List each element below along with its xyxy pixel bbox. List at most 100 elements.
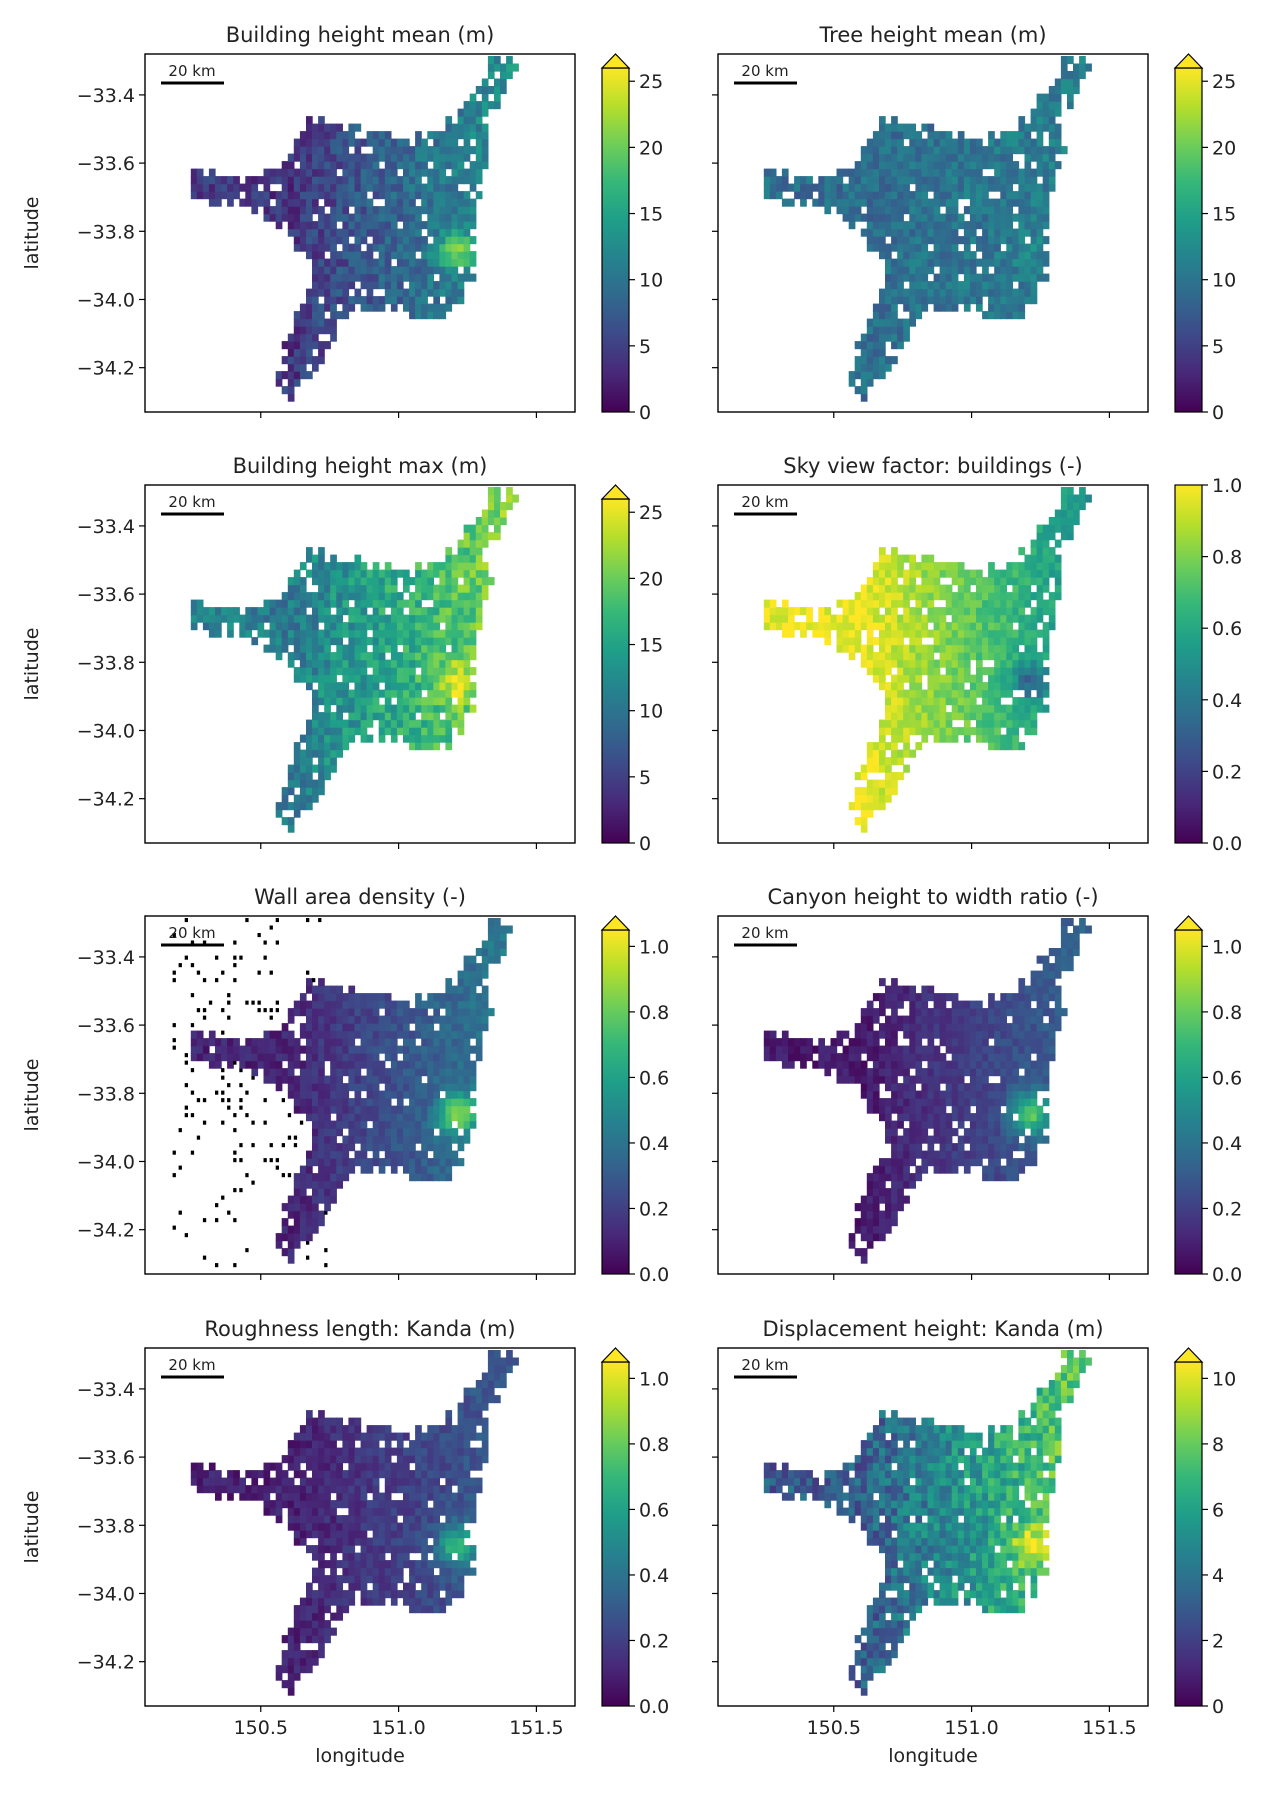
- raster-cell: [324, 183, 331, 192]
- nodata-speck: [172, 1150, 176, 1155]
- raster-cell: [396, 153, 404, 162]
- raster-cell: [1048, 183, 1056, 192]
- raster-cell: [275, 221, 283, 230]
- raster-cell: [306, 802, 313, 811]
- raster-cell: [324, 993, 331, 1002]
- raster-cell: [994, 652, 1001, 661]
- raster-cell: [312, 228, 319, 237]
- raster-cell: [903, 1113, 910, 1122]
- raster-cell: [927, 704, 935, 713]
- raster-cell: [306, 318, 313, 327]
- raster-cell: [800, 1045, 807, 1054]
- raster-cell: [245, 1053, 252, 1062]
- raster-cell: [312, 644, 319, 653]
- raster-cell: [336, 1015, 343, 1024]
- raster-cell: [976, 592, 983, 601]
- raster-cell: [915, 674, 923, 683]
- raster-cell: [866, 599, 874, 608]
- raster-cell: [378, 577, 386, 586]
- raster-cell: [951, 1105, 959, 1114]
- raster-cell: [891, 1098, 898, 1107]
- raster-cell: [1036, 697, 1044, 706]
- raster-cell: [1012, 712, 1020, 721]
- raster-cell: [1036, 93, 1044, 102]
- raster-cell: [939, 719, 947, 728]
- nodata-speck: [221, 1075, 225, 1080]
- raster-cell: [299, 206, 307, 215]
- raster-cell: [451, 1090, 459, 1099]
- raster-cell: [421, 1083, 428, 1092]
- raster-cell: [318, 318, 325, 327]
- raster-cell: [1024, 198, 1032, 207]
- raster-cell: [378, 1068, 386, 1077]
- raster-cell: [360, 584, 368, 593]
- raster-cell: [963, 569, 971, 578]
- raster-cell: [281, 817, 289, 826]
- raster-cell: [848, 191, 856, 200]
- raster-cell: [415, 569, 422, 578]
- raster-cell: [318, 757, 325, 766]
- raster-cell: [439, 644, 447, 653]
- nodata-speck: [293, 1135, 298, 1140]
- raster-cell: [866, 1195, 874, 1204]
- raster-cell: [891, 138, 898, 147]
- raster-cell: [842, 213, 850, 222]
- raster-cell: [324, 682, 331, 691]
- raster-cell: [963, 258, 971, 267]
- raster-cell: [384, 213, 392, 222]
- raster-cell: [976, 296, 983, 305]
- raster-cell: [299, 607, 307, 616]
- raster-cell: [994, 607, 1001, 616]
- raster-cell: [324, 599, 331, 608]
- raster-cell: [427, 1143, 434, 1152]
- raster-cell: [879, 719, 886, 728]
- raster-cell: [1054, 577, 1062, 586]
- raster-cell: [963, 138, 971, 147]
- raster-cell: [366, 266, 374, 275]
- raster-cell: [354, 719, 362, 728]
- raster-cell: [1006, 281, 1013, 290]
- raster-cell: [939, 1068, 947, 1077]
- raster-cell: [475, 584, 483, 593]
- raster-cell: [951, 577, 959, 586]
- raster-cell: [433, 667, 440, 676]
- nodata-speck: [275, 1008, 279, 1013]
- raster-cell: [366, 138, 374, 147]
- raster-cell: [994, 629, 1001, 638]
- raster-cell: [451, 614, 459, 623]
- raster-cell: [769, 1038, 777, 1047]
- raster-cell: [951, 614, 959, 623]
- raster-cell: [330, 577, 337, 586]
- nodata-speck: [245, 1090, 249, 1095]
- raster-cell: [299, 1030, 307, 1039]
- raster-cell: [945, 1075, 953, 1084]
- raster-cell: [885, 794, 892, 803]
- raster-cell: [421, 1038, 428, 1047]
- raster-cell: [306, 341, 313, 350]
- raster-cell: [463, 592, 471, 601]
- raster-cell: [475, 592, 483, 601]
- raster-cell: [872, 1068, 880, 1077]
- raster-cell: [963, 228, 971, 237]
- raster-cell: [263, 1075, 271, 1084]
- raster-cell: [445, 667, 453, 676]
- raster-cell: [982, 719, 989, 728]
- raster-cell: [897, 629, 904, 638]
- raster-cell: [860, 191, 868, 200]
- raster-cell: [860, 1210, 868, 1219]
- raster-cell: [306, 356, 313, 365]
- raster-cell: [354, 146, 362, 155]
- raster-cell: [360, 652, 368, 661]
- raster-cell: [1030, 183, 1038, 192]
- raster-cell: [415, 652, 422, 661]
- raster-cell: [988, 176, 995, 185]
- raster-cell: [257, 622, 265, 631]
- raster-cell: [409, 1038, 416, 1047]
- raster-cell: [330, 1045, 337, 1054]
- raster-cell: [354, 236, 362, 245]
- raster-cell: [988, 273, 995, 282]
- raster-cell: [306, 146, 313, 155]
- raster-cell: [457, 562, 465, 571]
- nodata-speck: [275, 918, 279, 923]
- raster-cell: [463, 637, 471, 646]
